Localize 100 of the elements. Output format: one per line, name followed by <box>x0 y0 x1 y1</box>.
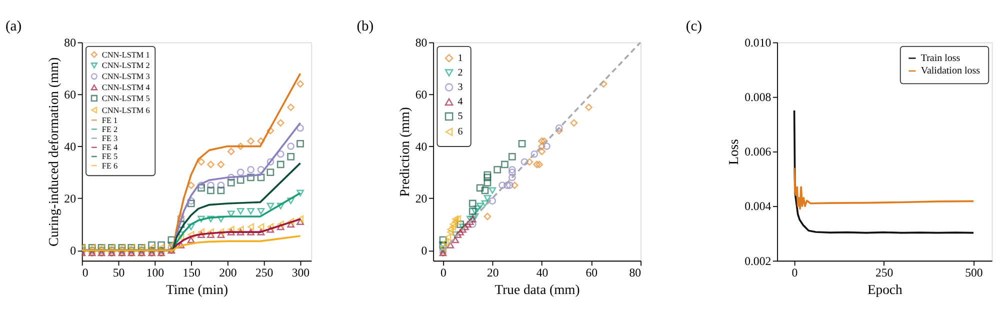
point <box>530 150 538 158</box>
point <box>276 150 284 158</box>
point <box>177 215 185 223</box>
point <box>287 104 294 111</box>
legend-label: FE 3 <box>102 134 118 144</box>
point <box>444 234 452 241</box>
y-tick-label: 0.002 <box>744 254 772 268</box>
point <box>288 218 294 226</box>
legend-label: 1 <box>458 52 463 64</box>
point <box>474 205 482 212</box>
y-axis-title: Loss <box>726 139 742 165</box>
legend-label: FE 5 <box>102 152 118 162</box>
point <box>258 223 264 231</box>
x-tick-label: 20 <box>486 266 499 280</box>
y-tick-label: 0 <box>421 243 428 258</box>
point <box>296 124 304 132</box>
point <box>198 184 205 192</box>
point <box>488 187 496 194</box>
point <box>555 124 563 132</box>
legend-label: CNN-LSTM 2 <box>102 61 150 70</box>
y-tick-label: 40 <box>64 139 76 154</box>
point <box>266 168 274 176</box>
point <box>276 119 284 127</box>
point <box>468 208 476 215</box>
point <box>267 223 274 231</box>
point <box>452 231 460 238</box>
point <box>187 224 195 230</box>
point <box>207 186 214 194</box>
point <box>442 238 449 246</box>
legend-label: 3 <box>458 82 463 94</box>
point <box>481 200 489 207</box>
point <box>227 210 235 218</box>
point <box>276 160 284 168</box>
point <box>198 231 205 238</box>
legend-label: CNN-LSTM 3 <box>102 72 150 82</box>
y-tick-label: 0.006 <box>744 144 772 159</box>
point <box>452 218 459 226</box>
x-axis-title: True data (mm) <box>494 282 580 297</box>
point <box>538 148 546 156</box>
x-tick-label: 500 <box>965 266 983 280</box>
y-axis-title: Curing-induced deformation (mm) <box>46 57 61 247</box>
line-series <box>793 166 974 210</box>
point <box>450 223 456 231</box>
legend-label: CNN-LSTM 5 <box>102 94 150 103</box>
point <box>276 224 284 230</box>
point <box>508 153 516 160</box>
point <box>456 220 464 228</box>
point <box>296 215 304 223</box>
point <box>600 80 608 88</box>
point <box>276 202 284 210</box>
point <box>508 168 516 176</box>
legend-label: 5 <box>458 111 463 122</box>
point <box>198 158 205 166</box>
x-tick-label: 60 <box>586 266 598 280</box>
point <box>494 166 502 174</box>
legend-label: Train loss <box>920 52 960 64</box>
point <box>296 140 304 148</box>
legend-label: 6 <box>458 126 463 138</box>
legend-label: Validation loss <box>920 66 980 77</box>
point <box>207 216 214 222</box>
point <box>504 182 511 189</box>
point <box>178 234 184 241</box>
point <box>247 223 254 231</box>
point <box>471 213 479 220</box>
x-tick-label: 0 <box>792 266 798 280</box>
point <box>287 198 294 204</box>
point <box>247 137 254 145</box>
point <box>456 228 464 236</box>
point <box>468 200 476 208</box>
chart-title: (b) <box>356 18 374 34</box>
point <box>236 142 244 150</box>
x-axis-title: Epoch <box>867 282 902 297</box>
point <box>508 166 516 174</box>
x-tick-label: 100 <box>146 266 164 280</box>
point <box>452 215 459 223</box>
point <box>287 221 294 228</box>
legend-label: FE 1 <box>102 116 118 125</box>
point <box>177 242 185 248</box>
point <box>228 226 234 234</box>
point <box>236 168 244 176</box>
y-tick-label: 0 <box>70 243 76 258</box>
point <box>227 179 235 186</box>
point <box>207 160 214 168</box>
x-tick-label: 300 <box>292 266 310 280</box>
point <box>570 119 578 127</box>
point <box>287 142 294 150</box>
point <box>237 226 244 234</box>
point <box>533 160 541 168</box>
point <box>148 241 156 249</box>
point <box>257 208 265 215</box>
point <box>236 228 244 236</box>
point <box>217 216 225 222</box>
x-tick-label: 200 <box>219 266 237 280</box>
y-tick-label: 60 <box>415 87 428 102</box>
point <box>498 182 506 189</box>
point <box>446 242 454 248</box>
point <box>257 137 265 145</box>
y-tick-label: 40 <box>415 139 428 154</box>
y-tick-label: 0.004 <box>744 199 772 214</box>
point <box>227 228 235 236</box>
